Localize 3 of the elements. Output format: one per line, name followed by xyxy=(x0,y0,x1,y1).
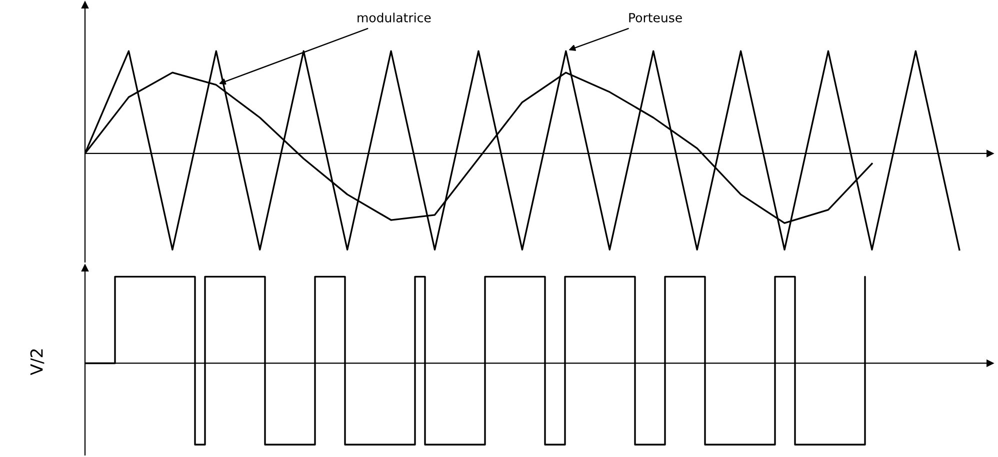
text: Porteuse xyxy=(629,13,682,22)
y-axis-title: V/2 xyxy=(30,349,44,376)
text: modulatrice xyxy=(358,12,431,22)
